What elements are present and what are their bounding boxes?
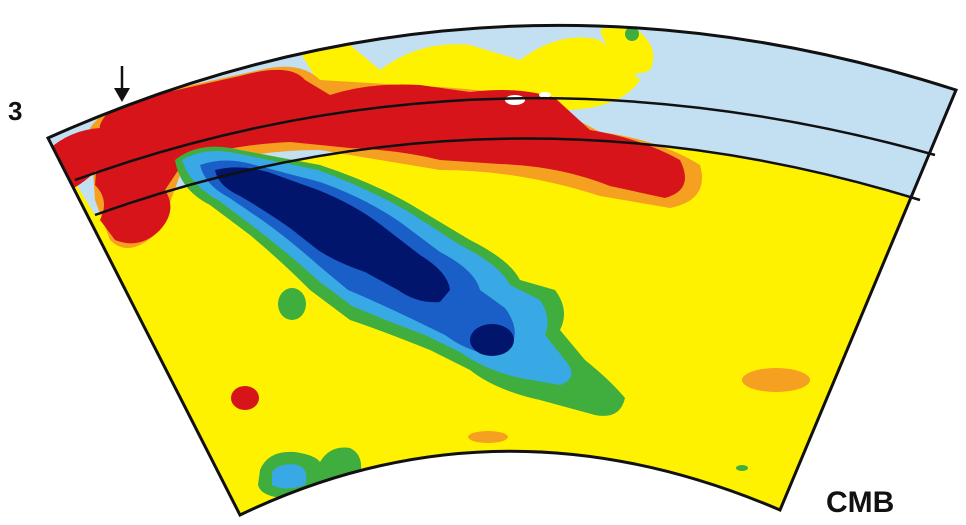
fast-spot-cmb-core [272, 464, 307, 489]
cmb-label: CMB [826, 486, 894, 519]
boundary-curve-upper [74, 96, 936, 182]
slow-anomaly-main [95, 69, 685, 244]
upper-green-dot [625, 27, 639, 41]
section-outline [45, 23, 959, 517]
white-speck [539, 92, 551, 98]
boundary-curve-lower [94, 137, 921, 217]
fast-anomaly-strong-core [470, 324, 514, 356]
fast-anomaly-strong [215, 167, 450, 303]
panel-number-label: 3 [8, 96, 22, 126]
slow-spot-halo [742, 368, 810, 392]
slow-spot-small [468, 431, 508, 443]
down-arrow-icon [114, 66, 130, 102]
fast-spot-small [736, 465, 748, 471]
upper-yellow-spot [600, 25, 654, 74]
fast-spot-small [278, 288, 306, 320]
white-speck [505, 95, 525, 105]
slow-spot-small [231, 386, 259, 410]
